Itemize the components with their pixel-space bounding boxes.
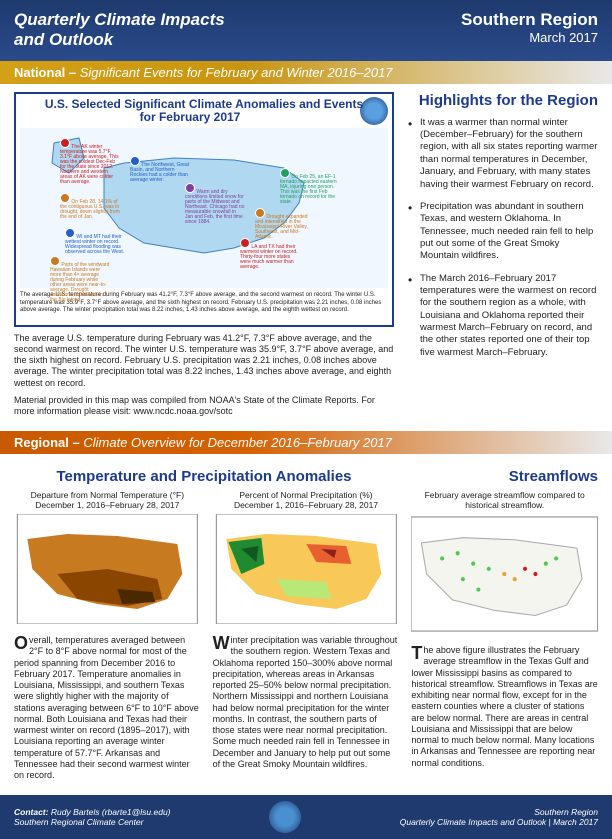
precip-body: Winter precipitation was variable throug… xyxy=(213,635,400,770)
map-annotation: LA and TX had their warmest winter on re… xyxy=(240,238,300,270)
stream-body: The above figure illustrates the Februar… xyxy=(411,645,598,769)
highlights-col: Highlights for the Region It was a warme… xyxy=(408,92,598,424)
stream-col: February average streamflow compared to … xyxy=(411,491,598,787)
streamflow-map xyxy=(411,514,598,634)
regional-content: Temperature and Precipitation Anomalies … xyxy=(0,454,612,795)
map-annotation: WI and MT had their wettest winter on re… xyxy=(65,228,125,255)
doc-title: Quarterly Climate Impacts and Outlook xyxy=(14,10,225,51)
map-annotation: Warm and dry conditions limited snow for… xyxy=(185,183,245,225)
map-annotation: Drought expanded and intensified in the … xyxy=(255,208,315,240)
national-content: U.S. Selected Significant Climate Anomal… xyxy=(0,84,612,432)
map-annotation: Parts of the windward Hawaiian Islands w… xyxy=(50,256,110,303)
highlights-list: It was a warmer than normal winter (Dece… xyxy=(408,117,598,359)
temp-precip-title: Temperature and Precipitation Anomalies xyxy=(14,468,394,485)
temp-sub-label: Departure from Normal Temperature (°F) D… xyxy=(14,491,201,510)
title-line-2: and Outlook xyxy=(14,30,225,50)
national-main-col: U.S. Selected Significant Climate Anomal… xyxy=(14,92,394,424)
precip-col: Percent of Normal Precipitation (%) Dece… xyxy=(213,491,400,787)
footer: Contact: Rudy Bartels (rbarte1@lsu.edu) … xyxy=(0,795,612,839)
header-banner: Quarterly Climate Impacts and Outlook So… xyxy=(0,0,612,61)
temp-col: Departure from Normal Temperature (°F) D… xyxy=(14,491,201,787)
map-annotation: On Feb 25, an EF-1 tornado impacted east… xyxy=(280,168,340,205)
us-map-box: U.S. Selected Significant Climate Anomal… xyxy=(14,92,394,327)
map-annotation: On Feb 28, 14.1% of the contiguous U.S. … xyxy=(60,193,120,220)
national-body-p2: Material provided in this map was compil… xyxy=(14,395,394,418)
regional-banner: Regional – Climate Overview for December… xyxy=(0,431,612,454)
map-annotation: The Northwest, Great Basin, and Northern… xyxy=(130,156,190,183)
highlight-item: The March 2016–February 2017 temperature… xyxy=(408,273,598,359)
stream-sub-label: February average streamflow compared to … xyxy=(411,491,598,510)
precip-sub-label: Percent of Normal Precipitation (%) Dece… xyxy=(213,491,400,510)
us-map-title: U.S. Selected Significant Climate Anomal… xyxy=(20,98,388,124)
noaa-logo-icon xyxy=(360,97,388,125)
temp-anomaly-map xyxy=(14,514,201,624)
noaa-footer-logo-icon xyxy=(269,801,301,833)
banner-prefix: National – xyxy=(14,65,80,80)
temp-body: Overall, temperatures averaged between 2… xyxy=(14,635,201,781)
header-right: Southern Region March 2017 xyxy=(461,10,598,45)
us-anomalies-map: The AK winter temperature was 5.7°F, 3.1… xyxy=(20,128,388,288)
precip-anomaly-map xyxy=(213,514,400,624)
national-banner: National – Significant Events for Februa… xyxy=(0,61,612,84)
highlights-title: Highlights for the Region xyxy=(408,92,598,109)
streamflow-title: Streamflows xyxy=(408,468,598,485)
banner-text: Significant Events for February and Wint… xyxy=(80,65,393,80)
footer-right: Southern Region Quarterly Climate Impact… xyxy=(400,807,598,827)
regional-text: Climate Overview for December 2016–Febru… xyxy=(83,435,392,450)
highlight-item: It was a warmer than normal winter (Dece… xyxy=(408,117,598,191)
national-body-p1: The average U.S. temperature during Febr… xyxy=(14,333,394,389)
regional-prefix: Regional – xyxy=(14,435,83,450)
title-line-1: Quarterly Climate Impacts xyxy=(14,10,225,30)
map-annotation: The AK winter temperature was 5.7°F, 3.1… xyxy=(60,138,120,185)
region-name: Southern Region xyxy=(461,10,598,30)
issue-date: March 2017 xyxy=(461,30,598,45)
footer-left: Contact: Rudy Bartels (rbarte1@lsu.edu) … xyxy=(14,807,171,827)
highlight-item: Precipitation was abundant in southern T… xyxy=(408,201,598,263)
